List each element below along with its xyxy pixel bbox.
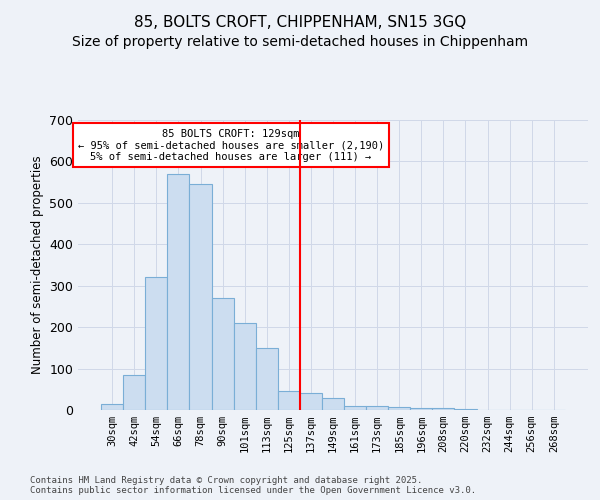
Bar xyxy=(256,348,278,410)
Bar xyxy=(233,323,256,410)
Bar xyxy=(167,174,190,410)
Bar xyxy=(278,392,300,410)
Bar xyxy=(410,408,433,410)
Bar xyxy=(190,184,212,410)
Y-axis label: Number of semi-detached properties: Number of semi-detached properties xyxy=(31,156,44,374)
Text: Contains HM Land Registry data © Crown copyright and database right 2025.
Contai: Contains HM Land Registry data © Crown c… xyxy=(30,476,476,495)
Bar xyxy=(388,406,410,410)
Bar xyxy=(433,408,454,410)
Bar xyxy=(212,298,233,410)
Bar xyxy=(145,278,167,410)
Text: 85 BOLTS CROFT: 129sqm
← 95% of semi-detached houses are smaller (2,190)
5% of s: 85 BOLTS CROFT: 129sqm ← 95% of semi-det… xyxy=(78,128,384,162)
Bar xyxy=(101,404,123,410)
Bar xyxy=(366,406,388,410)
Bar xyxy=(322,398,344,410)
Text: Size of property relative to semi-detached houses in Chippenham: Size of property relative to semi-detach… xyxy=(72,35,528,49)
Bar xyxy=(344,406,366,410)
Bar xyxy=(123,375,145,410)
Bar xyxy=(300,394,322,410)
Text: 85, BOLTS CROFT, CHIPPENHAM, SN15 3GQ: 85, BOLTS CROFT, CHIPPENHAM, SN15 3GQ xyxy=(134,15,466,30)
Bar xyxy=(454,409,476,410)
